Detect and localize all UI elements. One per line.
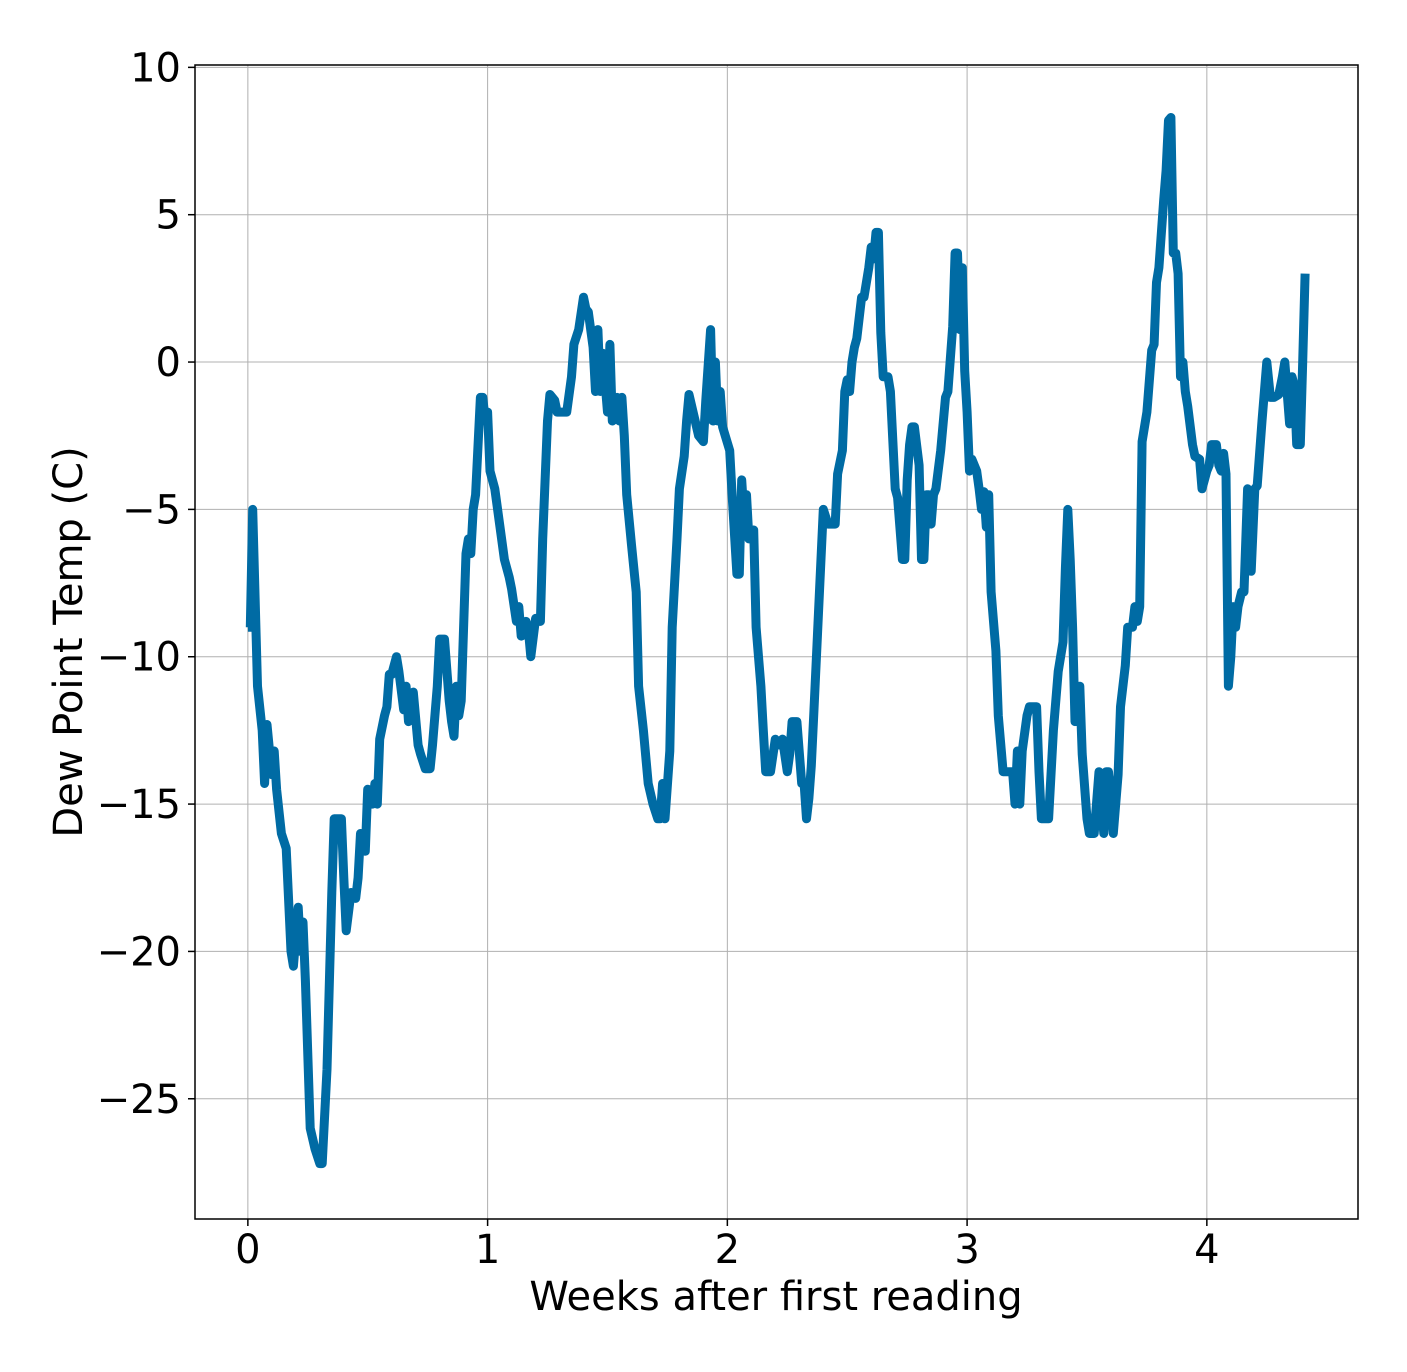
x-tick-label: 2 [715,1227,740,1273]
x-tick-label: 4 [1194,1227,1219,1273]
x-axis-label: Weeks after first reading [529,1274,1022,1320]
y-axis-label: Dew Point Temp (C) [46,446,92,837]
y-tick-label: −20 [97,929,181,975]
y-tick-label: −10 [97,635,181,681]
x-tick-label: 1 [475,1227,500,1273]
y-tick-label: 10 [130,45,181,91]
data-line [245,113,1310,1169]
plot-frame [194,64,1359,1220]
y-tick-label: −25 [97,1077,181,1123]
y-tick-label: −5 [122,487,181,533]
y-tick-label: 0 [156,340,181,386]
y-tick-label: 5 [156,193,181,239]
x-tick-label: 0 [235,1227,260,1273]
x-tick-label: 3 [954,1227,979,1273]
y-tick-label: −15 [97,782,181,828]
